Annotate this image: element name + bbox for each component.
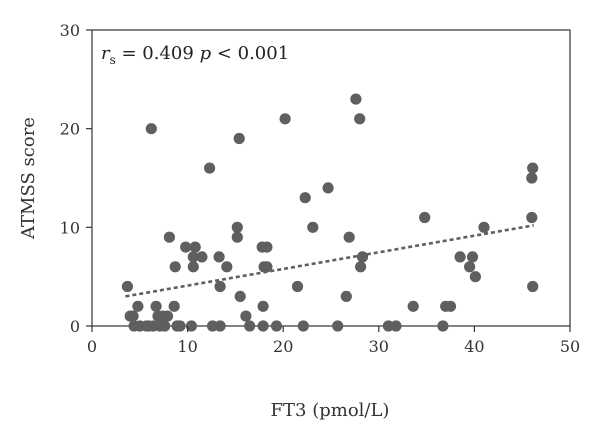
data-point bbox=[340, 290, 352, 302]
trendline-layer bbox=[125, 224, 534, 298]
y-tick-label: 30 bbox=[60, 21, 80, 40]
data-point bbox=[231, 221, 243, 233]
data-point bbox=[469, 271, 481, 283]
data-point bbox=[299, 192, 311, 204]
data-point bbox=[214, 320, 226, 332]
p-value: < 0.001 bbox=[211, 43, 289, 64]
x-tick-label: 50 bbox=[560, 337, 580, 356]
data-point bbox=[168, 300, 180, 312]
data-point bbox=[132, 300, 144, 312]
ticks-layer: 0 10 20 30 40 50 0 10 20 30 bbox=[60, 21, 581, 356]
x-tick-label: 40 bbox=[464, 337, 484, 356]
correlation-annotation: rs = 0.409 p < 0.001 bbox=[101, 43, 289, 67]
plot-border bbox=[91, 29, 571, 327]
data-point bbox=[213, 251, 225, 263]
data-point bbox=[297, 320, 309, 332]
data-point bbox=[332, 320, 344, 332]
y-tick-label: 10 bbox=[60, 218, 80, 237]
data-point bbox=[127, 310, 139, 322]
x-tick-label: 10 bbox=[177, 337, 197, 356]
x-tick-label: 0 bbox=[87, 337, 97, 356]
data-point bbox=[234, 290, 246, 302]
r-value: = 0.409 bbox=[116, 43, 200, 64]
data-point bbox=[180, 241, 192, 253]
y-tick-label: 20 bbox=[60, 120, 80, 139]
y-tick-label: 0 bbox=[70, 317, 80, 336]
data-point bbox=[291, 280, 304, 293]
data-point bbox=[204, 162, 216, 174]
data-point bbox=[187, 251, 199, 263]
data-point bbox=[169, 261, 181, 273]
data-point bbox=[526, 172, 538, 184]
data-point bbox=[454, 251, 466, 263]
data-point bbox=[407, 300, 419, 312]
data-point bbox=[240, 310, 252, 322]
p-symbol: p bbox=[200, 43, 212, 64]
data-point bbox=[163, 231, 175, 243]
data-point bbox=[261, 241, 273, 253]
data-point bbox=[261, 261, 273, 273]
data-point bbox=[257, 300, 269, 312]
data-point bbox=[419, 211, 431, 224]
data-point bbox=[187, 261, 199, 273]
data-point bbox=[159, 320, 171, 332]
data-point bbox=[466, 251, 479, 263]
data-point bbox=[343, 231, 355, 243]
data-point bbox=[150, 300, 162, 312]
data-point bbox=[185, 320, 197, 332]
data-point bbox=[322, 182, 334, 194]
data-point bbox=[279, 113, 291, 125]
data-point bbox=[350, 93, 362, 105]
data-point bbox=[526, 211, 538, 224]
data-point bbox=[233, 132, 245, 145]
r-symbol: r bbox=[101, 43, 111, 64]
x-tick-label: 20 bbox=[273, 337, 293, 356]
data-point bbox=[145, 123, 157, 135]
data-point bbox=[356, 251, 369, 263]
data-point bbox=[161, 310, 174, 322]
data-point bbox=[354, 113, 366, 125]
data-point bbox=[257, 320, 269, 332]
data-point bbox=[174, 320, 186, 332]
data-point bbox=[478, 221, 490, 233]
data-point bbox=[196, 251, 208, 263]
data-point bbox=[355, 261, 367, 273]
data-point bbox=[527, 280, 539, 293]
points-layer bbox=[121, 93, 539, 332]
trendline bbox=[125, 224, 534, 298]
data-point bbox=[121, 280, 133, 293]
data-point bbox=[307, 221, 319, 233]
x-axis-title: FT3 (pmol/L) bbox=[271, 400, 390, 421]
data-point bbox=[270, 320, 283, 332]
r-subscript: s bbox=[110, 53, 116, 67]
data-point bbox=[244, 320, 256, 332]
data-point bbox=[231, 231, 243, 243]
data-point bbox=[390, 320, 402, 332]
data-point bbox=[221, 261, 233, 273]
data-point bbox=[444, 300, 457, 312]
data-point bbox=[214, 280, 226, 293]
data-point bbox=[527, 162, 539, 174]
data-point bbox=[464, 261, 476, 273]
y-axis-title: ATMSS score bbox=[18, 117, 39, 240]
data-point bbox=[189, 241, 201, 253]
plot-frame bbox=[91, 29, 571, 327]
data-point bbox=[437, 320, 449, 332]
x-tick-label: 30 bbox=[369, 337, 389, 356]
